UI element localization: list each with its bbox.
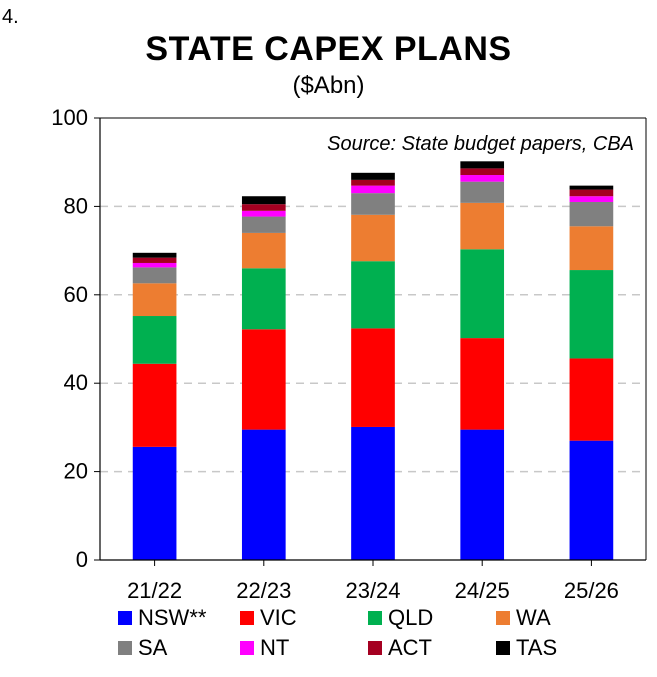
- axes: 0 20 40 60 80 100 21/22 22/23 23/24 24/25 25/26: [51, 105, 647, 600]
- legend-item-wa: WA: [496, 604, 551, 632]
- x-tick-label: 23/24: [345, 578, 400, 600]
- bar-segment-wa: [241, 232, 286, 269]
- legend-swatch: [240, 611, 254, 625]
- legend-swatch: [368, 641, 382, 655]
- legend-item-sa: SA: [118, 634, 167, 662]
- y-tick-label: 40: [64, 370, 88, 395]
- bar-segment-qld: [132, 316, 177, 364]
- bar-segment-tas: [241, 196, 286, 205]
- bar-segment-act: [569, 189, 614, 197]
- legend-swatch: [118, 611, 132, 625]
- bar-segment-tas: [132, 252, 177, 258]
- bar-segment-vic: [241, 329, 286, 430]
- bar-segment-wa: [569, 226, 614, 271]
- bar-segment-sa: [569, 201, 614, 227]
- bar-segment-tas: [351, 172, 395, 180]
- y-tick-label: 80: [64, 193, 88, 218]
- stacked-bar-chart: 0 20 40 60 80 100 21/22 22/23 23/24 24/25 25/26 So…: [51, 105, 647, 600]
- legend-swatch: [240, 641, 254, 655]
- legend-label: NT: [260, 635, 290, 660]
- bar-segment-qld: [241, 268, 286, 330]
- legend-item-nt: NT: [240, 634, 289, 662]
- legend-item-tas: TAS: [496, 634, 557, 662]
- y-tick-label: 20: [64, 459, 88, 484]
- legend-label: QLD: [388, 605, 434, 630]
- legend-label: SA: [138, 635, 168, 660]
- bar-segment-tas: [460, 161, 505, 169]
- bar-segment-act: [241, 204, 286, 211]
- bar-segment-vic: [132, 363, 177, 447]
- legend-swatch: [496, 641, 510, 655]
- source-annotation: Source: State budget papers, CBA: [327, 133, 634, 155]
- x-tick-label: 24/25: [455, 578, 510, 600]
- legend-item-nsw: NSW**: [118, 604, 206, 632]
- bar-segment-tas: [569, 185, 614, 190]
- y-tick-label: 100: [51, 105, 88, 130]
- bar-segment-nsw: [351, 426, 395, 560]
- bar-segment-nt: [351, 185, 395, 194]
- bar-segment-nsw: [569, 440, 614, 560]
- bar-segment-nt: [132, 262, 177, 268]
- bar-segment-act: [351, 179, 395, 186]
- x-tick-label: 22/23: [236, 578, 291, 600]
- bar-segment-wa: [132, 283, 177, 317]
- bar-segment-act: [460, 168, 505, 176]
- legend-label: NSW**: [138, 605, 207, 630]
- bar-segment-qld: [460, 249, 505, 339]
- bar-segment-vic: [460, 338, 505, 430]
- bar-segment-qld: [351, 261, 395, 329]
- bar-segment-vic: [569, 358, 614, 441]
- legend-label: TAS: [516, 635, 558, 660]
- legend-item-qld: QLD: [368, 604, 433, 632]
- bars: [132, 161, 614, 560]
- bar-segment-nt: [460, 175, 505, 182]
- x-tick-label: 25/26: [564, 578, 619, 600]
- legend-label: VIC: [260, 605, 297, 630]
- bar-segment-qld: [569, 270, 614, 359]
- legend-label: ACT: [388, 635, 432, 660]
- legend-swatch: [368, 611, 382, 625]
- bar-segment-sa: [351, 193, 395, 215]
- x-tick-label: 21/22: [127, 578, 182, 600]
- y-tick-label: 0: [76, 547, 88, 572]
- y-tick-label: 60: [64, 282, 88, 307]
- bar-segment-sa: [241, 216, 286, 233]
- bar-segment-wa: [460, 202, 505, 250]
- chart-subtitle: ($Abn): [292, 72, 365, 99]
- figure-number: 4.: [2, 6, 19, 28]
- bar-segment-act: [132, 257, 177, 263]
- bar-segment-sa: [460, 181, 505, 203]
- legend-label: WA: [516, 605, 551, 630]
- bar-segment-nt: [569, 196, 614, 202]
- legend-item-vic: VIC: [240, 604, 297, 632]
- legend-item-act: ACT: [368, 634, 432, 662]
- bar-segment-nsw: [132, 446, 177, 560]
- bar-segment-vic: [351, 328, 395, 427]
- bar-segment-sa: [132, 267, 177, 284]
- legend-swatch: [118, 641, 132, 655]
- bar-segment-wa: [351, 214, 395, 262]
- chart-title: STATE CAPEX PLANS: [145, 30, 512, 68]
- bar-segment-nt: [241, 210, 286, 217]
- bar-segment-nsw: [460, 429, 505, 560]
- bar-segment-nsw: [241, 429, 286, 560]
- legend-swatch: [496, 611, 510, 625]
